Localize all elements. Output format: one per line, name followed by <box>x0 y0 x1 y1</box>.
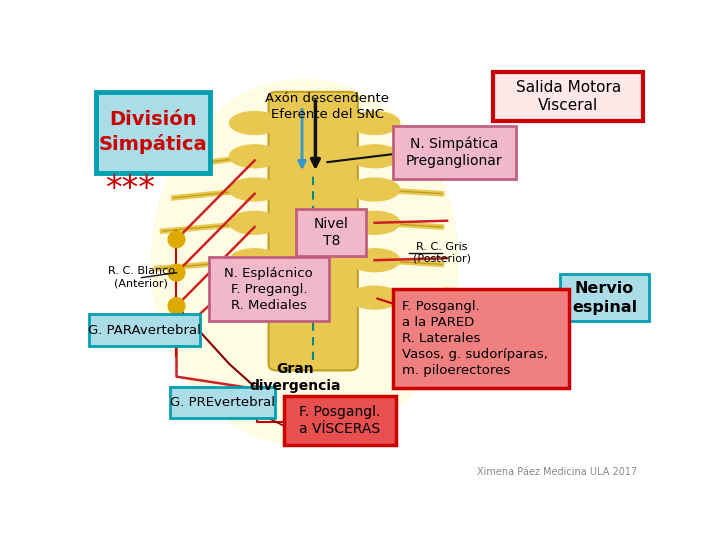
Text: ***: *** <box>105 173 155 206</box>
FancyBboxPatch shape <box>297 209 366 256</box>
Text: N. Esplácnico
F. Pregangl.
R. Mediales: N. Esplácnico F. Pregangl. R. Mediales <box>225 267 313 312</box>
Ellipse shape <box>230 286 280 309</box>
FancyBboxPatch shape <box>96 92 210 173</box>
Ellipse shape <box>168 265 185 281</box>
Ellipse shape <box>168 231 185 248</box>
FancyBboxPatch shape <box>269 92 358 370</box>
Ellipse shape <box>349 211 400 234</box>
Ellipse shape <box>230 178 280 201</box>
Ellipse shape <box>230 249 280 272</box>
FancyBboxPatch shape <box>284 396 396 446</box>
Text: N. Simpática
Preganglionar: N. Simpática Preganglionar <box>406 137 503 168</box>
Ellipse shape <box>349 178 400 201</box>
Text: División
Simpática: División Simpática <box>99 111 207 154</box>
Ellipse shape <box>349 145 400 168</box>
Text: Nervio
espinal: Nervio espinal <box>572 281 637 315</box>
Ellipse shape <box>151 79 459 445</box>
Text: Ximena Páez Medicina ULA 2017: Ximena Páez Medicina ULA 2017 <box>477 467 637 477</box>
FancyBboxPatch shape <box>560 274 649 321</box>
Ellipse shape <box>168 327 185 343</box>
FancyBboxPatch shape <box>209 257 329 321</box>
Text: F. Posgangl.
a la PARED
R. Laterales
Vasos, g. sudoríparas,
m. piloerectores: F. Posgangl. a la PARED R. Laterales Vas… <box>402 300 549 377</box>
Ellipse shape <box>426 288 468 328</box>
Text: Axón descendente
Eferente del SNC: Axón descendente Eferente del SNC <box>265 92 389 121</box>
Text: F. Posgangl.
a VÍSCERAS: F. Posgangl. a VÍSCERAS <box>300 405 381 436</box>
Text: R. C. Blanco
(Anterior): R. C. Blanco (Anterior) <box>108 266 175 289</box>
Ellipse shape <box>349 112 400 134</box>
Ellipse shape <box>349 286 400 309</box>
Ellipse shape <box>230 211 280 234</box>
Text: Gran
divergencia: Gran divergencia <box>250 362 341 393</box>
FancyBboxPatch shape <box>170 387 275 418</box>
FancyBboxPatch shape <box>393 289 569 388</box>
Ellipse shape <box>168 298 185 314</box>
Text: G. PREvertebral: G. PREvertebral <box>170 396 275 409</box>
Ellipse shape <box>349 249 400 272</box>
Text: R. C. Gris
(Posterior): R. C. Gris (Posterior) <box>413 241 471 264</box>
Text: G. PARAvertebral: G. PARAvertebral <box>89 323 201 336</box>
Text: Nivel
T8: Nivel T8 <box>314 217 348 248</box>
FancyBboxPatch shape <box>89 314 200 346</box>
FancyBboxPatch shape <box>393 126 516 179</box>
Text: Salida Motora
Visceral: Salida Motora Visceral <box>516 79 621 113</box>
Ellipse shape <box>230 112 280 134</box>
FancyBboxPatch shape <box>493 72 643 121</box>
Ellipse shape <box>239 386 276 413</box>
Ellipse shape <box>230 145 280 168</box>
